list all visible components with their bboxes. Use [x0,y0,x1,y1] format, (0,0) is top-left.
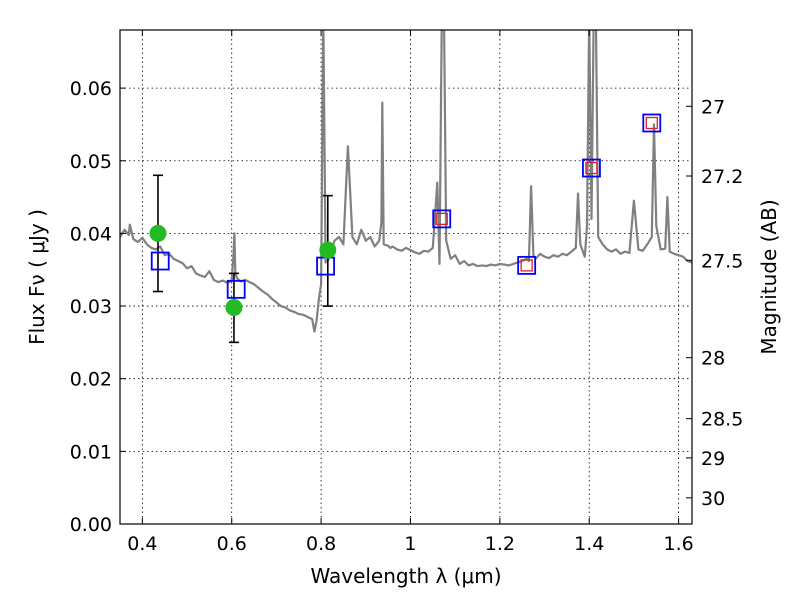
spectrum-line [120,30,692,333]
plot-frame [119,29,693,525]
y2-tick-label: 28.5 [701,409,743,431]
error-bars [152,174,333,344]
model-square-red [435,212,448,226]
model-square-red [520,259,533,272]
y-tick-label: 0.03 [70,296,112,318]
y2-tick-label: 29 [701,448,725,470]
observed-point [149,224,167,242]
y-tick-label: 0.02 [70,369,112,391]
y2-tick-label: 27.2 [701,166,743,188]
model-square-blue [642,113,662,133]
model-square-blue [226,279,246,299]
x-tick-label: 0.8 [306,533,336,555]
y-tick-label: 0.01 [70,441,112,463]
y-tick-label: 0.06 [70,78,112,100]
model-square-blue [582,158,601,178]
y2-tick-label: 28 [701,348,725,370]
y2-tick-label: 27 [701,96,725,118]
x-tick-label: 0.4 [127,533,157,555]
observed-point [225,299,243,317]
model-square-blue [150,251,170,271]
y-tick-label: 0.05 [70,151,112,173]
x-tick-label: 0.6 [217,533,247,555]
model-square-red [645,116,658,130]
x-tick-label: 1 [404,533,416,555]
axis-ticks: 0.4 0.6 0.8 1 1.2 1.4 1.6 0.00 0.01 0.02 0.03 0.04 0… [70,30,743,555]
markers [149,113,662,317]
y2-tick-label: 30 [701,488,725,510]
model-square-red [585,161,598,175]
x-axis-label: Wavelength λ (μm) [310,564,501,588]
model-square-blue [432,209,452,229]
model-square-blue [517,255,537,275]
plot-area [120,30,692,333]
x-tick-label: 1.6 [663,533,693,555]
y2-tick-label: 27.5 [701,250,743,272]
y2-axis-label: Magnitude (AB) [757,199,781,354]
y-tick-label: 0.00 [70,514,112,536]
observed-point [319,241,337,259]
y-axis-label: Flux Fν ( μJy ) [25,209,49,345]
x-tick-label: 1.4 [574,533,604,555]
y-tick-label: 0.04 [70,223,112,245]
x-tick-label: 1.2 [485,533,515,555]
